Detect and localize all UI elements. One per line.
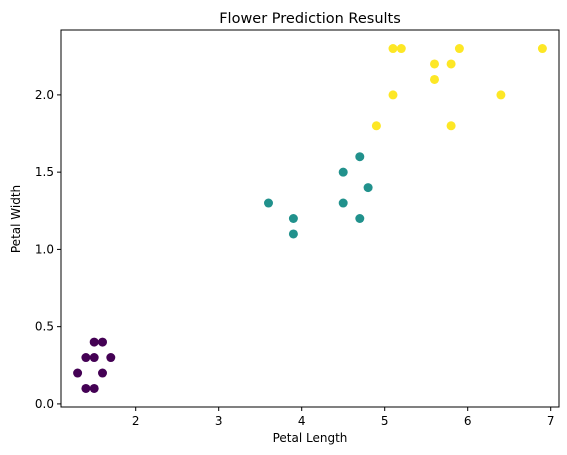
scatter-point [430,74,439,84]
scatter-point [355,152,365,162]
scatter-point [288,229,298,239]
scatter-point [454,44,464,54]
x-tick-label: 5 [381,414,389,428]
x-tick-label: 6 [464,414,472,428]
scatter-point [363,183,373,193]
scatter-point [288,214,298,223]
scatter-point [81,383,91,393]
x-tick-label: 7 [547,414,555,428]
y-tick-label: 0.5 [35,320,54,334]
x-axis-label: Petal Length [273,431,348,445]
scatter-point [371,121,381,131]
chart-title: Flower Prediction Results [219,11,401,27]
scatter-point [264,198,273,208]
y-tick-label: 1.5 [35,165,54,179]
x-tick-label: 3 [215,414,223,428]
scatter-point [430,59,439,69]
y-axis-ticks: 0.0 0.5 1.0 1.5 2.0 [35,88,61,411]
scatter-point [89,337,99,347]
scatter-point [98,368,107,378]
scatter-point [537,44,547,54]
scatter-point [355,214,365,223]
plot-frame [60,29,560,408]
scatter-point [388,90,398,100]
scatter-point [89,353,99,363]
x-axis-ticks: 2 3 4 5 6 7 [132,407,555,428]
scatter-point [89,383,99,393]
scatter-point [338,167,348,177]
scatter-point [396,44,406,54]
scatter-point [496,90,506,100]
plot-area [73,44,547,393]
x-tick-label: 4 [298,414,306,428]
scatter-point [338,198,348,208]
scatter-point [106,353,116,363]
y-tick-label: 2.0 [35,88,54,102]
scatter-point [98,337,107,347]
scatter-point [446,121,456,131]
scatter-point [81,353,91,363]
scatter-point [388,44,398,54]
x-tick-label: 2 [132,414,140,428]
scatter-point [446,59,456,69]
y-tick-label: 1.0 [35,242,54,256]
y-tick-label: 0.0 [35,397,54,411]
scatter-point [73,368,83,378]
y-axis-label: Petal Width [9,185,23,253]
